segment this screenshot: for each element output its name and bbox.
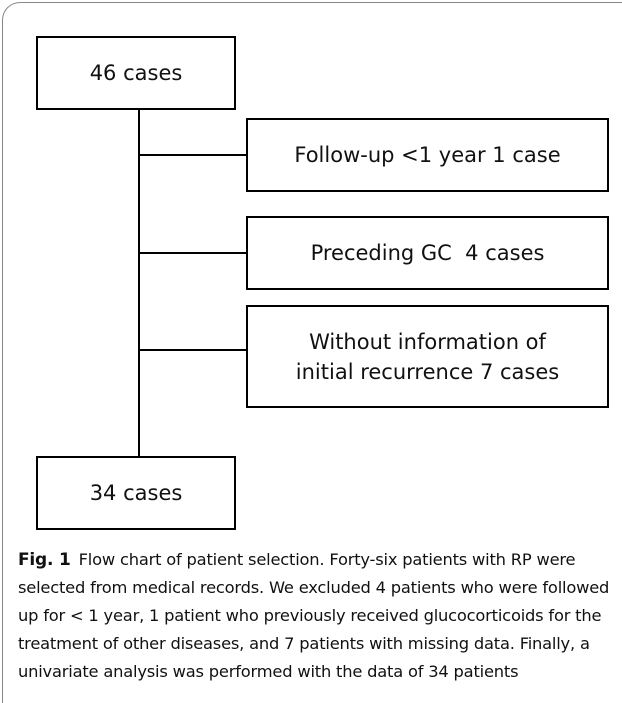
node-label: Preceding GC 4 cases [310, 241, 545, 265]
node-box: 34 cases [36, 456, 236, 530]
connectors [138, 110, 246, 457]
node-box: Preceding GC 4 cases [246, 216, 609, 290]
node-label: initial recurrence 7 cases [295, 359, 560, 384]
node-label: Follow-up <1 year 1 case [294, 143, 561, 167]
connector-lines [138, 110, 246, 457]
node-box: Without information of initial recurrenc… [246, 305, 609, 408]
caption: Fig. 1 Flow chart of patient selection. F… [18, 546, 618, 686]
node-box: 46 cases [36, 36, 236, 110]
node-label: 34 cases [89, 481, 183, 505]
node-box: Follow-up <1 year 1 case [246, 118, 609, 192]
node-label: 46 cases [89, 61, 183, 85]
caption-text: Flow chart of patient selection. Forty-s… [18, 550, 610, 681]
figure-number: Fig. 1 [18, 550, 71, 570]
node-label: Without information of [309, 329, 546, 354]
